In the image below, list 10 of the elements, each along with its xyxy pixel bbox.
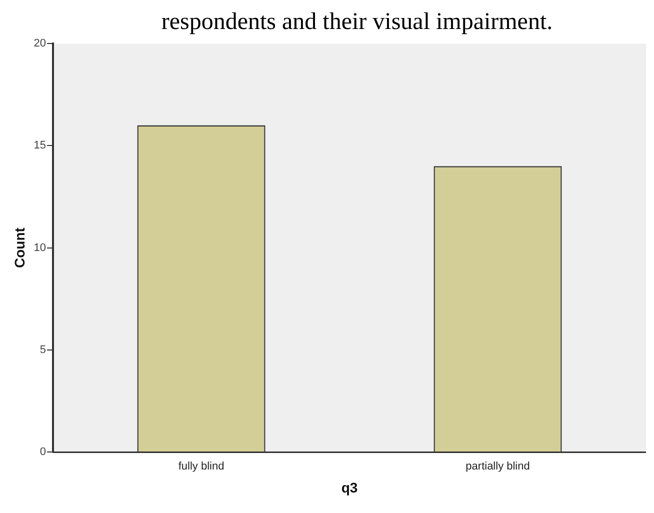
chart-title: respondents and their visual impairment. xyxy=(160,8,554,36)
y-tick-label: 15 xyxy=(34,140,46,152)
y-tick-label: 0 xyxy=(40,446,46,458)
y-tick-label: 10 xyxy=(34,242,46,254)
y-axis-title: Count xyxy=(11,227,28,268)
y-tick-label: 20 xyxy=(34,38,46,50)
y-tick-label: 5 xyxy=(40,344,46,356)
x-axis-title: q3 xyxy=(341,479,358,496)
x-tick-label: fully blind xyxy=(178,460,224,473)
x-tick-label: partially blind xyxy=(466,460,530,473)
